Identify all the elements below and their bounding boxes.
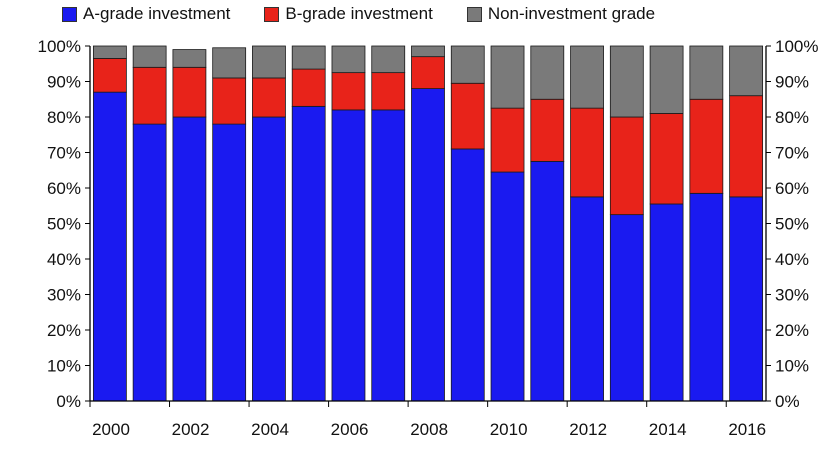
bar-2016-series-2 [729,95,764,198]
bar-2012-series-3 [570,45,604,109]
bar-2011-series-1 [530,160,565,402]
y-tick-label-right-1: 10% [775,357,809,376]
legend-item-non-investment: Non-investment grade [466,4,656,24]
bar-2009-series-1 [450,148,485,402]
bar-2003-series-1 [212,123,247,402]
bar-2005-series-1 [291,105,326,402]
y-tick-label-left-6: 60% [47,179,81,198]
bar-2009-series-2 [450,82,485,150]
bar-2016-series-3 [729,45,764,97]
bar-2014-series-2 [649,113,684,205]
bar-2007-series-3 [371,45,406,74]
x-tick-label-2008: 2008 [410,420,448,439]
y-tick-label-left-4: 40% [47,250,81,269]
bar-2011-series-3 [530,45,565,100]
y-tick-label-right-9: 90% [775,73,809,92]
y-tick-label-left-5: 50% [47,215,81,234]
y-tick-label-left-10: 100% [38,37,81,56]
bar-2002-series-2 [172,66,207,118]
bar-2001-series-1 [132,123,167,402]
bar-2014-series-1 [649,203,684,402]
bar-2013-series-1 [609,214,644,402]
x-tick-label-2012: 2012 [569,420,607,439]
y-tick-label-left-7: 70% [47,144,81,163]
legend-item-a-grade: A-grade investment [62,4,230,24]
bar-2012-series-1 [570,196,604,402]
y-tick-label-right-0: 0% [775,392,800,411]
bar-2008-series-1 [411,88,445,402]
bar-2004-series-3 [252,45,286,79]
y-tick-label-right-3: 30% [775,286,809,305]
legend-label-non-investment: Non-investment grade [487,4,656,23]
bar-2015-series-3 [689,45,724,100]
bar-2011-series-2 [530,98,565,162]
bar-2000-series-1 [92,91,127,402]
x-tick-label-2002: 2002 [172,420,210,439]
bar-2012-series-2 [570,107,604,198]
bar-2004-series-2 [252,77,286,118]
y-tick-label-right-6: 60% [775,179,809,198]
bar-2010-series-1 [490,171,525,402]
x-tick-label-2004: 2004 [251,420,289,439]
x-tick-label-2006: 2006 [331,420,369,439]
bar-2006-series-3 [331,45,366,74]
bar-2001-series-2 [132,66,167,125]
bar-2014-series-3 [649,45,684,114]
bar-2005-series-3 [291,45,326,70]
bar-2000-series-2 [92,58,127,93]
bar-2008-series-3 [411,45,445,58]
y-tick-label-right-10: 100% [775,37,818,56]
y-tick-label-left-2: 20% [47,321,81,340]
bar-2003-series-2 [212,77,247,125]
x-tick-label-2010: 2010 [490,420,528,439]
bar-2004-series-1 [252,116,286,402]
y-tick-label-right-7: 70% [775,144,809,163]
bar-2016-series-1 [729,196,764,402]
y-tick-label-right-2: 20% [775,321,809,340]
legend-item-b-grade: B-grade investment [264,4,433,24]
legend-swatch-b-grade [264,6,280,22]
bar-2003-series-3 [212,47,247,79]
bar-2000-series-3 [92,45,127,59]
bar-2010-series-2 [490,107,525,173]
bar-2007-series-1 [371,109,406,402]
legend-label-a-grade: A-grade investment [83,4,231,23]
y-tick-label-right-5: 50% [775,215,809,234]
bar-2015-series-2 [689,98,724,194]
y-tick-label-left-1: 10% [47,357,81,376]
legend: A-grade investment B-grade investment No… [62,4,689,24]
x-tick-label-2014: 2014 [649,420,687,439]
bar-2009-series-3 [450,45,485,84]
x-tick-label-2016: 2016 [728,420,766,439]
bar-2001-series-3 [132,45,167,68]
bar-2002-series-3 [172,49,207,68]
y-tick-label-right-4: 40% [775,250,809,269]
y-tick-label-left-3: 30% [47,286,81,305]
bar-2005-series-2 [291,68,326,107]
bar-2007-series-2 [371,72,406,111]
bar-2008-series-2 [411,56,445,90]
y-tick-label-right-8: 80% [775,108,809,127]
bar-2010-series-3 [490,45,525,109]
bar-2013-series-2 [609,116,644,216]
bar-2006-series-1 [331,109,366,402]
bar-2013-series-3 [609,45,644,118]
bar-2002-series-1 [172,116,207,402]
legend-swatch-a-grade [62,6,77,22]
y-tick-label-left-9: 90% [47,73,81,92]
bar-2006-series-2 [331,72,366,111]
bar-2015-series-1 [689,192,724,402]
y-tick-label-left-0: 0% [56,392,81,411]
legend-label-b-grade: B-grade investment [285,4,433,23]
x-tick-label-2000: 2000 [92,420,130,439]
y-tick-label-left-8: 80% [47,108,81,127]
legend-swatch-non-investment [466,6,482,22]
